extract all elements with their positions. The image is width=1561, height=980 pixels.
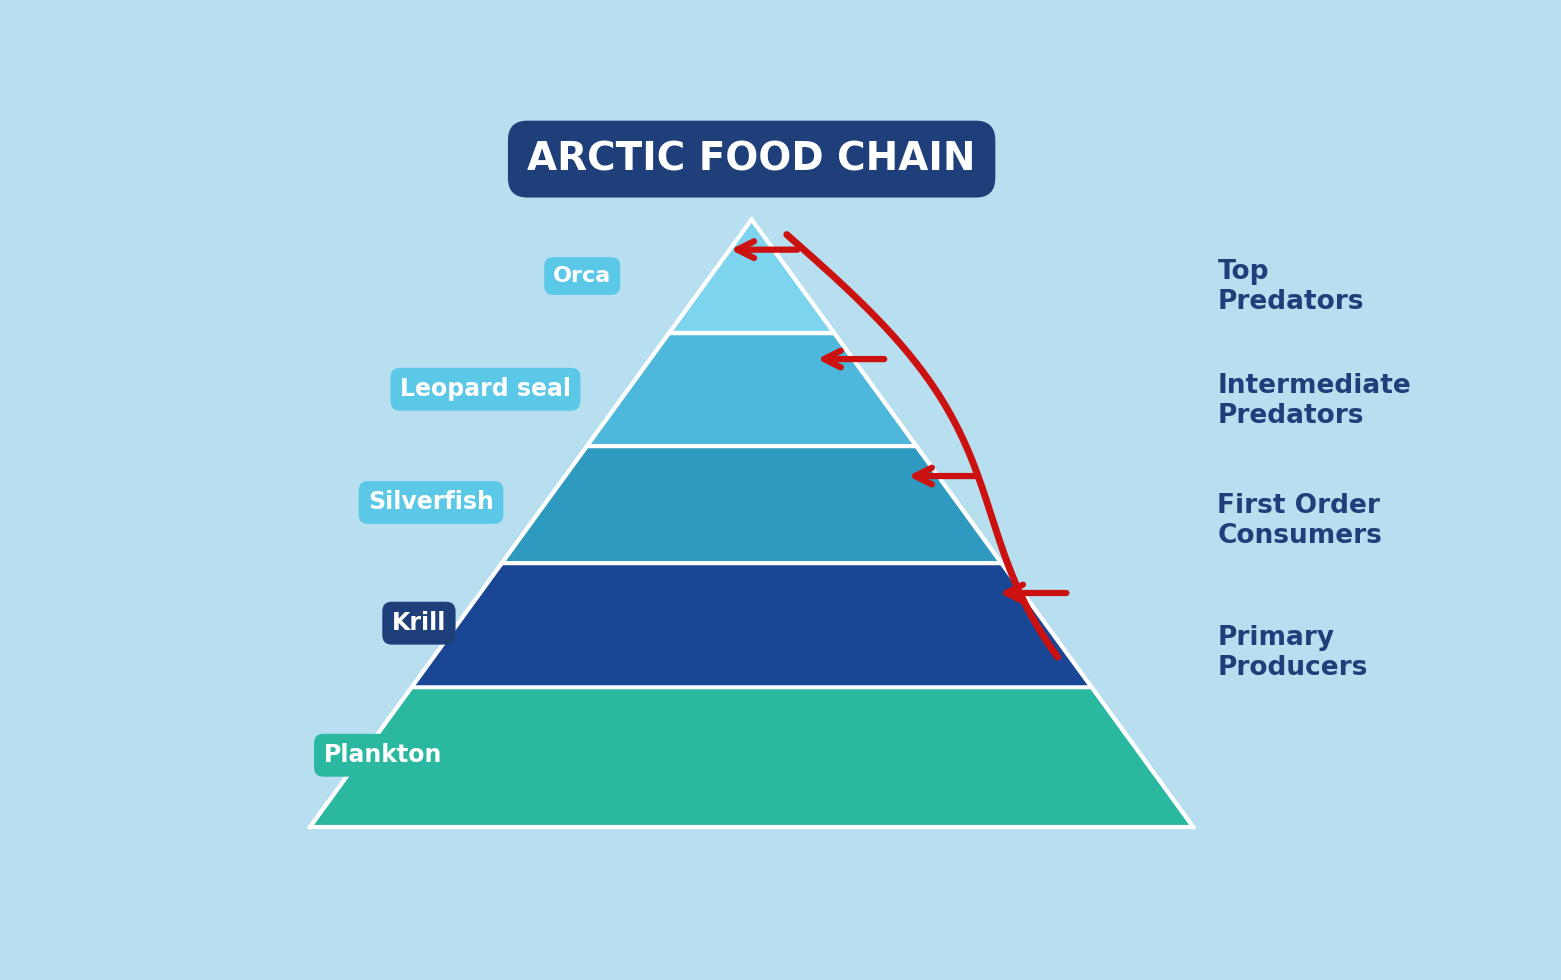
Text: Primary
Producers: Primary Producers (1218, 625, 1367, 681)
Text: Plankton: Plankton (323, 743, 442, 767)
Polygon shape (670, 220, 834, 332)
Text: Silverfish: Silverfish (368, 490, 493, 514)
Text: First Order
Consumers: First Order Consumers (1218, 493, 1381, 550)
Polygon shape (311, 687, 1193, 827)
Text: Top
Predators: Top Predators (1218, 260, 1364, 316)
Polygon shape (587, 332, 916, 446)
Polygon shape (503, 446, 1001, 563)
Text: ARCTIC FOOD CHAIN: ARCTIC FOOD CHAIN (528, 140, 976, 178)
Text: Krill: Krill (392, 612, 446, 635)
Text: Leopard seal: Leopard seal (400, 377, 571, 401)
Polygon shape (412, 563, 1091, 687)
Text: Orca: Orca (553, 266, 612, 286)
Text: Intermediate
Predators: Intermediate Predators (1218, 372, 1411, 428)
